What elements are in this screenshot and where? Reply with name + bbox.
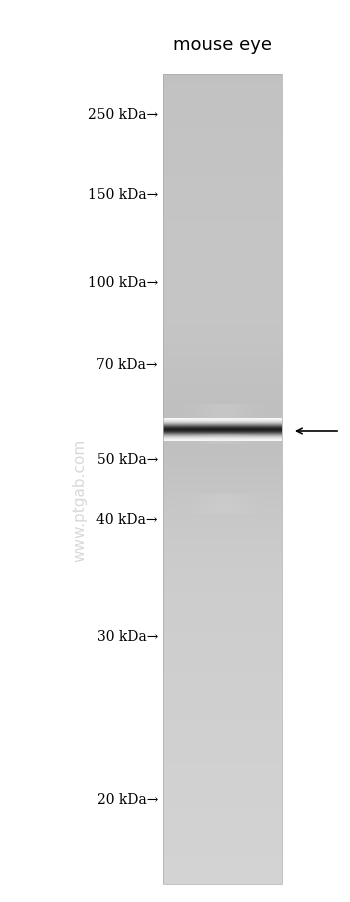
Text: 70 kDa→: 70 kDa→ (97, 357, 158, 372)
Text: 40 kDa→: 40 kDa→ (97, 512, 158, 527)
Text: 100 kDa→: 100 kDa→ (88, 276, 158, 290)
Text: mouse eye: mouse eye (173, 36, 272, 54)
Bar (163, 75, 282, 884)
Text: 20 kDa→: 20 kDa→ (97, 792, 158, 806)
Text: www.ptgab.com: www.ptgab.com (72, 437, 88, 561)
Text: 250 kDa→: 250 kDa→ (88, 108, 158, 122)
Text: 50 kDa→: 50 kDa→ (97, 453, 158, 466)
Text: 30 kDa→: 30 kDa→ (97, 630, 158, 643)
Text: 150 kDa→: 150 kDa→ (88, 188, 158, 202)
